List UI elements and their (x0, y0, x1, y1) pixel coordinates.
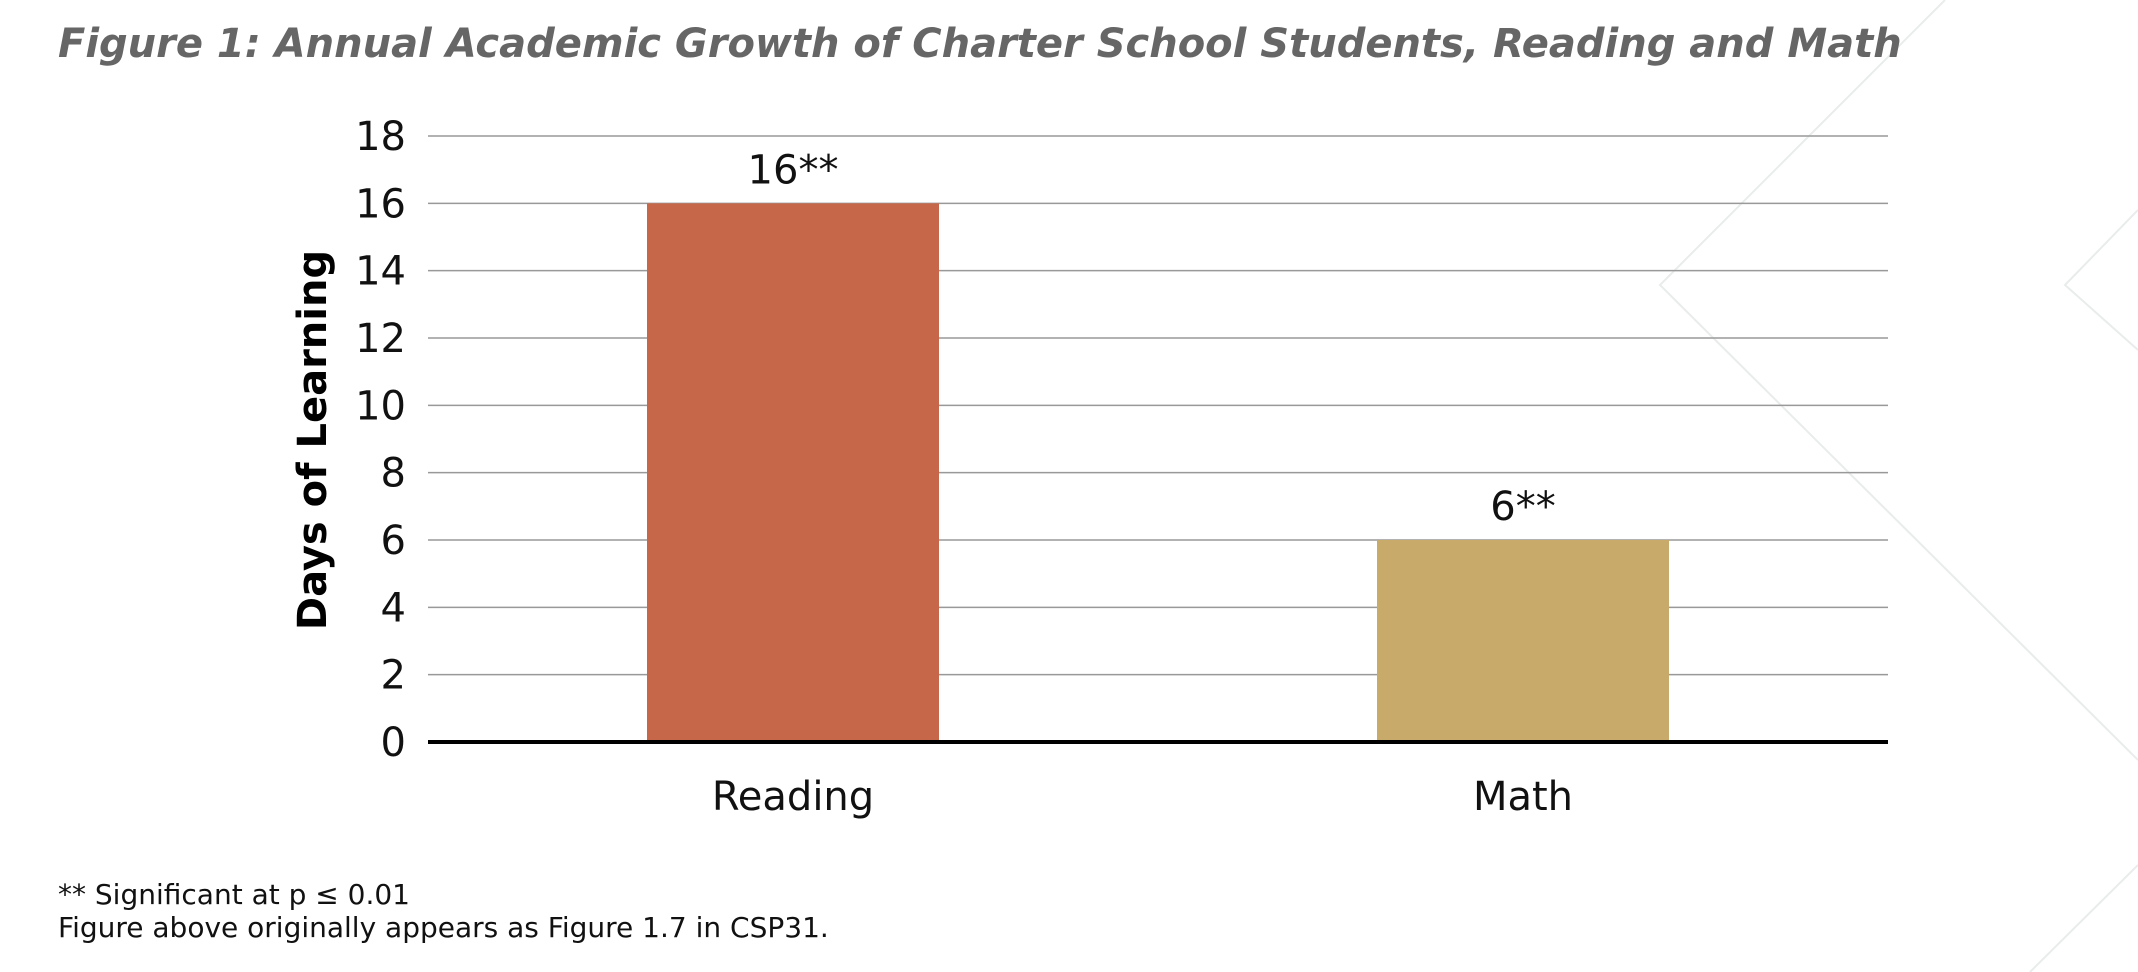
bar-value-label-math: 6** (1490, 484, 1555, 530)
y-tick-label-6: 6 (381, 518, 406, 564)
bars (647, 203, 1669, 743)
x-category-label-math: Math (1473, 774, 1573, 820)
y-tick-label-4: 4 (381, 585, 406, 631)
y-tick-label-10: 10 (355, 383, 406, 429)
bar-math (1377, 540, 1669, 742)
y-axis-title: Days of Learning (290, 250, 336, 630)
y-tick-labels: 0 2 4 6 8 10 12 14 16 18 (355, 114, 406, 766)
bar-value-labels: 16** 6** (748, 147, 1556, 530)
x-category-labels: Reading Math (712, 774, 1573, 820)
y-tick-label-0: 0 (381, 720, 406, 766)
bar-reading (647, 203, 939, 743)
figure-title: Figure 1: Annual Academic Growth of Char… (58, 21, 1902, 67)
y-tick-label-18: 18 (355, 114, 406, 160)
x-category-label-reading: Reading (712, 774, 874, 820)
source-footnote: Figure above originally appears as Figur… (58, 911, 829, 944)
y-tick-label-2: 2 (381, 653, 406, 699)
significance-footnote: ** Significant at p ≤ 0.01 (58, 878, 410, 911)
y-tick-label-14: 14 (355, 249, 406, 295)
y-tick-label-8: 8 (381, 451, 406, 497)
y-tick-label-16: 16 (355, 181, 406, 227)
bar-value-label-reading: 16** (748, 147, 839, 193)
y-tick-label-12: 12 (355, 316, 406, 362)
